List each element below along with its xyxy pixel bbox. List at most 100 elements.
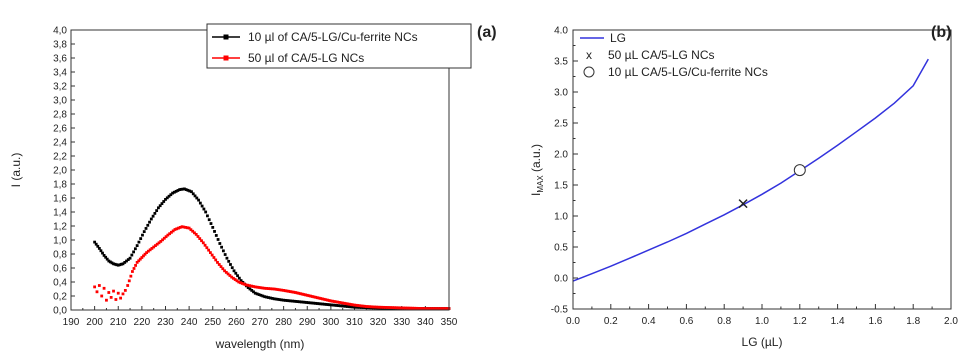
- legend-label-b-1: LG: [610, 31, 626, 45]
- data-point-a: [285, 289, 289, 293]
- chart-panel-a: 190 200 210 220 230 240 250 260 270 280 290 300 310 3…: [9, 23, 497, 351]
- data-point-a: [190, 190, 193, 194]
- x-tick-label-a: 220: [134, 317, 151, 328]
- data-point-a: [239, 279, 243, 282]
- data-point-a: [105, 257, 109, 261]
- x-tick-label-a: 310: [346, 317, 363, 328]
- data-point-a: [403, 306, 407, 310]
- data-point-a: [162, 200, 166, 203]
- data-point-a: [165, 196, 169, 200]
- data-point-a: [436, 307, 440, 310]
- data-point-a: [168, 232, 172, 236]
- data-point-a: [342, 304, 346, 308]
- data-point-a: [371, 305, 375, 309]
- data-point-a: [340, 304, 344, 308]
- data-point-a: [302, 293, 306, 296]
- data-point-a: [160, 202, 164, 205]
- data-point-a: [305, 293, 309, 297]
- data-point-a: [299, 300, 303, 304]
- data-point-a: [121, 262, 125, 266]
- data-point-a: [314, 301, 317, 305]
- data-point-a: [114, 298, 118, 301]
- data-point-a: [167, 194, 171, 198]
- data-point-a: [113, 262, 117, 266]
- data-point-a: [227, 259, 231, 263]
- data-point-a: [101, 251, 104, 255]
- data-point-a: [135, 244, 139, 247]
- x-tick-label-a: 340: [417, 317, 434, 328]
- data-point-a: [162, 236, 166, 240]
- x-tick-label-a: 200: [86, 317, 103, 328]
- data-point-a: [414, 306, 418, 310]
- data-point-a: [157, 241, 161, 245]
- data-point-a: [174, 189, 178, 193]
- x-tick-label-a: 280: [275, 317, 292, 328]
- data-point-a: [287, 289, 291, 293]
- data-point-a: [240, 282, 244, 285]
- data-point-a: [267, 296, 270, 299]
- data-point-a: [210, 253, 214, 257]
- data-point-a: [126, 284, 130, 287]
- data-point-a: [179, 187, 183, 191]
- data-point-a: [315, 296, 319, 300]
- data-point-a: [438, 307, 442, 310]
- y-tick-label-a: 1,6: [53, 194, 67, 205]
- data-point-a: [216, 261, 219, 264]
- data-point-a: [105, 298, 108, 302]
- data-point-a: [394, 306, 398, 310]
- x-tick-label-a: 190: [63, 317, 80, 328]
- data-point-a: [175, 227, 179, 231]
- x-tick-label-a: 270: [252, 317, 269, 328]
- x-tick-label-a: 290: [299, 317, 316, 328]
- data-point-a: [265, 287, 269, 290]
- data-point-a: [331, 303, 335, 307]
- data-point-a: [321, 297, 324, 301]
- data-point-a: [420, 307, 424, 310]
- data-point-a: [375, 305, 378, 309]
- data-point-a: [197, 198, 200, 202]
- y-tick-label-a: 2,4: [53, 138, 67, 149]
- data-point-a: [308, 301, 312, 305]
- data-point-a: [425, 307, 429, 310]
- data-point-a: [211, 226, 215, 229]
- data-point-a: [407, 306, 411, 310]
- data-point-a: [307, 301, 310, 305]
- data-point-a: [358, 305, 362, 309]
- data-point-a: [149, 217, 153, 221]
- data-point-a: [324, 298, 328, 302]
- data-point-a: [440, 307, 444, 310]
- data-point-a: [312, 295, 316, 299]
- data-point-a: [232, 276, 235, 280]
- data-point-a: [125, 259, 128, 263]
- data-point-a: [155, 209, 159, 212]
- data-point-a: [97, 284, 101, 287]
- data-point-a: [330, 303, 333, 307]
- data-point-a: [433, 307, 436, 310]
- data-point-a: [445, 307, 449, 310]
- data-point-a: [200, 204, 204, 208]
- data-point-a: [108, 260, 112, 264]
- x-tick-label-b: 1.6: [868, 316, 882, 327]
- y-tick-label-a: 1,0: [53, 236, 67, 247]
- data-point-a: [312, 301, 316, 305]
- data-point-a: [280, 288, 284, 292]
- x-tick-label-a: 240: [181, 317, 198, 328]
- y-tick-label-b: 1.5: [554, 181, 568, 192]
- data-point-a: [317, 302, 321, 306]
- data-point-a: [218, 242, 222, 245]
- plot-frame-b: [572, 29, 952, 310]
- data-point-a: [383, 306, 387, 309]
- data-point-a: [157, 206, 160, 210]
- y-tick-label-a: 0,4: [53, 278, 67, 289]
- data-point-a: [109, 296, 113, 299]
- y-tick-label-a: 2,0: [53, 166, 67, 177]
- data-point-a: [250, 284, 253, 288]
- data-point-a: [255, 292, 259, 296]
- data-point-a: [336, 300, 340, 304]
- data-point-a: [178, 226, 182, 229]
- data-point-a: [253, 285, 257, 289]
- data-point-a: [391, 306, 395, 310]
- data-point-a: [285, 299, 289, 302]
- y-tick-label-a: 4,0: [53, 26, 67, 37]
- legend-a: 10 µl of CA/5-LG/Cu-ferrite NCs 50 µl of…: [206, 23, 472, 69]
